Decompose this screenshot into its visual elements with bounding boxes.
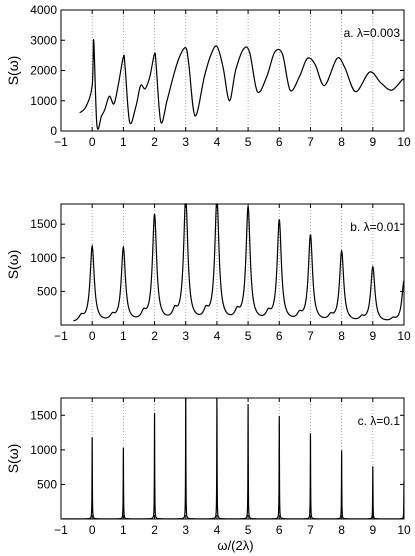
x-tick-label: 6 — [276, 523, 283, 537]
x-tick-label: 2 — [151, 135, 158, 149]
x-tick-label: 7 — [307, 135, 314, 149]
x-tick-label: 10 — [397, 329, 411, 343]
panel-2: −1 0 1 2 3 4 5 6 7 8 9 10 500 1000 1500 S(ω) b. λ=0.01 — [5, 203, 411, 343]
panel-3: −1 0 1 2 3 4 5 6 7 8 9 10 500 1000 1500 S(ω) c. λ=0.1 ω/(… — [5, 397, 411, 553]
x-tick-label: 9 — [369, 329, 376, 343]
y-tick-label: 500 — [37, 477, 57, 491]
x-tick-label: 3 — [182, 135, 189, 149]
x-axis-label: ω/(2λ) — [217, 538, 253, 553]
x-tick-label: 8 — [338, 329, 345, 343]
x-tick-label: 4 — [214, 523, 221, 537]
y-tick-label: 500 — [37, 284, 57, 298]
panel-annotation: a. λ=0.003 — [344, 26, 401, 40]
x-tick-label: 0 — [89, 523, 96, 537]
y-axis-label: S(ω) — [5, 250, 21, 280]
series-line — [73, 203, 405, 322]
x-tick-label: 6 — [276, 135, 283, 149]
y-tick-label: 1500 — [30, 408, 57, 422]
x-tick-label: 1 — [120, 135, 127, 149]
y-tick-label: 0 — [50, 124, 57, 138]
x-tick-label: 8 — [338, 135, 345, 149]
y-axis-label: S(ω) — [5, 444, 21, 474]
x-tick-label: 3 — [182, 523, 189, 537]
x-tick-label: 10 — [397, 135, 411, 149]
x-tick-label: 7 — [307, 329, 314, 343]
y-tick-label: 1000 — [30, 94, 57, 108]
series-line — [79, 39, 405, 130]
x-tick-label: −1 — [54, 135, 68, 149]
x-tick-label: 5 — [245, 135, 252, 149]
x-tick-label: 4 — [214, 329, 221, 343]
panel-annotation: c. λ=0.1 — [358, 414, 401, 428]
x-tick-label: 5 — [245, 523, 252, 537]
y-tick-label: 1500 — [30, 217, 57, 231]
x-tick-label: 5 — [245, 329, 252, 343]
y-tick-label: 1000 — [30, 251, 57, 265]
y-axis-label: S(ω) — [5, 56, 21, 86]
x-tick-label: 3 — [182, 329, 189, 343]
series-line — [62, 397, 405, 520]
x-tick-label: 8 — [338, 523, 345, 537]
panel-annotation: b. λ=0.01 — [350, 220, 400, 234]
axes-frame — [60, 203, 405, 326]
x-tick-label: 0 — [89, 329, 96, 343]
x-tick-label: 2 — [151, 329, 158, 343]
y-tick-label: 4000 — [30, 3, 57, 17]
x-tick-label: 2 — [151, 523, 158, 537]
x-tick-label: 6 — [276, 329, 283, 343]
y-tick-label: 3000 — [30, 33, 57, 47]
axes-frame — [60, 397, 405, 520]
x-tick-label: 10 — [397, 523, 411, 537]
y-tick-label: 1000 — [30, 443, 57, 457]
x-tick-label: 1 — [120, 329, 127, 343]
x-tick-label: 7 — [307, 523, 314, 537]
x-tick-label: −1 — [54, 523, 68, 537]
x-tick-label: 9 — [369, 135, 376, 149]
x-tick-label: −1 — [54, 329, 68, 343]
x-tick-label: 9 — [369, 523, 376, 537]
x-tick-label: 4 — [214, 135, 221, 149]
y-tick-label: 2000 — [30, 64, 57, 78]
x-tick-label: 1 — [120, 523, 127, 537]
x-tick-label: 0 — [89, 135, 96, 149]
